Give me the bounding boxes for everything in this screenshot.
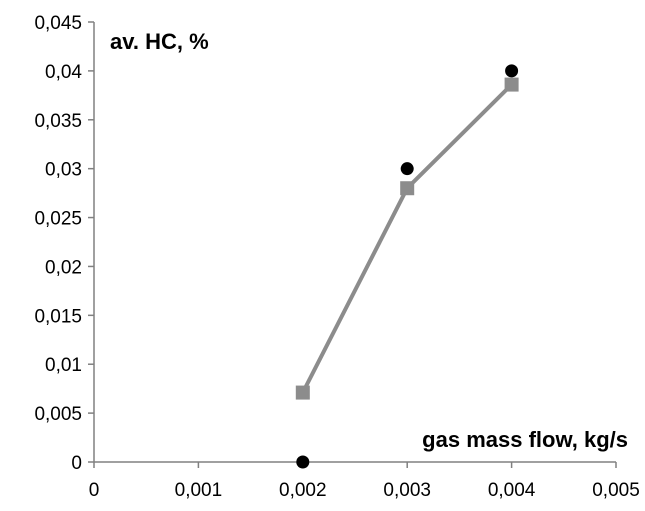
y-tick-label: 0,025 bbox=[34, 209, 82, 230]
y-tick-label: 0,035 bbox=[34, 111, 82, 132]
data-point-circle bbox=[505, 64, 519, 78]
data-point-square bbox=[400, 181, 415, 196]
x-tick-marks bbox=[93, 462, 617, 468]
x-tick-label: 0 bbox=[89, 480, 100, 501]
data-point-square bbox=[504, 77, 519, 92]
series-line bbox=[301, 83, 514, 394]
data-point-circle bbox=[400, 162, 414, 176]
series-2 bbox=[295, 77, 519, 400]
y-tick-marks bbox=[88, 21, 94, 463]
x-tick-label: 0,002 bbox=[279, 480, 327, 501]
y-axis: 0 0,005 0,01 0,015 0,02 0,025 0,03 0,035 0,04 0,0… bbox=[34, 13, 95, 474]
x-tick-labels: 0 0,001 0,002 0,003 0,004 0,005 bbox=[89, 480, 640, 501]
data-point-circle bbox=[296, 455, 310, 469]
plot-area bbox=[295, 64, 519, 469]
x-tick-label: 0,003 bbox=[383, 480, 431, 501]
x-tick-label: 0,001 bbox=[175, 480, 223, 501]
x-axis: 0 0,001 0,002 0,003 0,004 0,005 bbox=[89, 461, 640, 501]
y-tick-label: 0,045 bbox=[34, 13, 82, 34]
data-point-square bbox=[295, 385, 310, 400]
y-tick-label: 0 bbox=[71, 453, 82, 474]
y-tick-label: 0,02 bbox=[45, 257, 82, 278]
y-axis-title: av. HC, % bbox=[110, 29, 209, 54]
y-tick-label: 0,03 bbox=[45, 160, 82, 181]
y-tick-label: 0,01 bbox=[45, 355, 82, 376]
series-1 bbox=[296, 64, 519, 469]
x-tick-label: 0,005 bbox=[592, 480, 640, 501]
y-tick-label: 0,015 bbox=[34, 306, 82, 327]
x-tick-label: 0,004 bbox=[488, 480, 536, 501]
y-tick-label: 0,005 bbox=[34, 404, 82, 425]
x-axis-title: gas mass flow, kg/s bbox=[422, 427, 628, 452]
y-tick-label: 0,04 bbox=[45, 62, 82, 83]
y-tick-labels: 0 0,005 0,01 0,015 0,02 0,025 0,03 0,035 0,04 0,0… bbox=[34, 13, 82, 474]
